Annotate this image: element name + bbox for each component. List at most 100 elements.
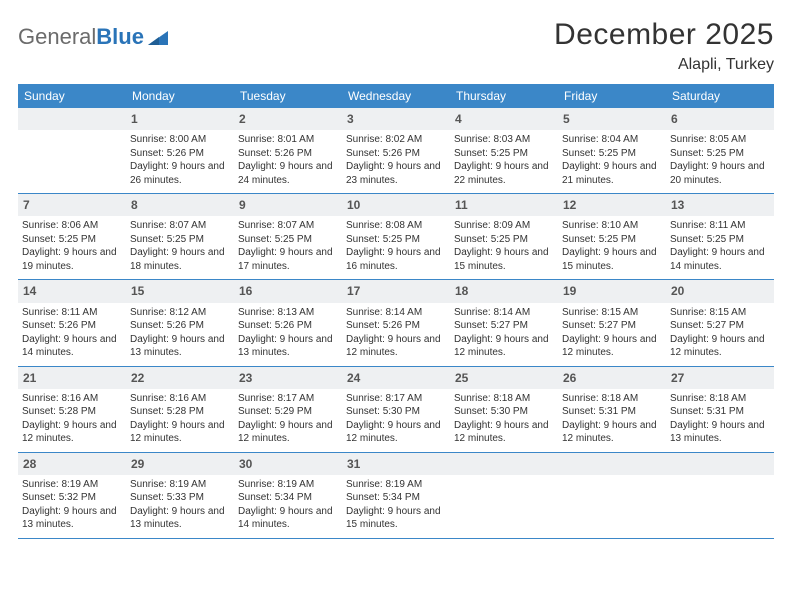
logo-text: GeneralBlue: [18, 24, 144, 50]
day-cell: 2Sunrise: 8:01 AMSunset: 5:26 PMDaylight…: [234, 108, 342, 193]
daylight-text: Daylight: 9 hours and 12 minutes.: [454, 333, 554, 360]
day-cell: 15Sunrise: 8:12 AMSunset: 5:26 PMDayligh…: [126, 280, 234, 365]
day-number: 11: [450, 194, 558, 216]
title-block: December 2025 Alapli, Turkey: [554, 18, 774, 74]
sunrise-text: Sunrise: 8:15 AM: [562, 306, 662, 320]
daylight-text: Daylight: 9 hours and 23 minutes.: [346, 160, 446, 187]
day-number: 31: [342, 453, 450, 475]
sunrise-text: Sunrise: 8:12 AM: [130, 306, 230, 320]
day-number: 23: [234, 367, 342, 389]
daylight-text: Daylight: 9 hours and 21 minutes.: [562, 160, 662, 187]
sunset-text: Sunset: 5:32 PM: [22, 491, 122, 505]
week-row: 14Sunrise: 8:11 AMSunset: 5:26 PMDayligh…: [18, 280, 774, 366]
day-number: 15: [126, 280, 234, 302]
daylight-text: Daylight: 9 hours and 16 minutes.: [346, 246, 446, 273]
daylight-text: Daylight: 9 hours and 15 minutes.: [346, 505, 446, 532]
sunrise-text: Sunrise: 8:18 AM: [562, 392, 662, 406]
logo-part1: General: [18, 24, 96, 49]
day-cell: 20Sunrise: 8:15 AMSunset: 5:27 PMDayligh…: [666, 280, 774, 365]
sunset-text: Sunset: 5:25 PM: [454, 233, 554, 247]
logo-part2: Blue: [96, 24, 144, 49]
sunrise-text: Sunrise: 8:17 AM: [238, 392, 338, 406]
daylight-text: Daylight: 9 hours and 12 minutes.: [22, 419, 122, 446]
day-number: [666, 453, 774, 475]
day-number: 6: [666, 108, 774, 130]
dow-cell: Friday: [558, 84, 666, 108]
sunset-text: Sunset: 5:25 PM: [238, 233, 338, 247]
day-cell: 29Sunrise: 8:19 AMSunset: 5:33 PMDayligh…: [126, 453, 234, 538]
day-cell: 6 Sunrise: 8:05 AMSunset: 5:25 PMDaylight…: [666, 108, 774, 193]
sunset-text: Sunset: 5:25 PM: [670, 233, 770, 247]
day-cell: 27Sunrise: 8:18 AMSunset: 5:31 PMDayligh…: [666, 367, 774, 452]
daylight-text: Daylight: 9 hours and 12 minutes.: [346, 333, 446, 360]
day-cell: 14Sunrise: 8:11 AMSunset: 5:26 PMDayligh…: [18, 280, 126, 365]
daylight-text: Daylight: 9 hours and 12 minutes.: [238, 419, 338, 446]
daylight-text: Daylight: 9 hours and 18 minutes.: [130, 246, 230, 273]
sunset-text: Sunset: 5:25 PM: [670, 147, 770, 161]
sunset-text: Sunset: 5:33 PM: [130, 491, 230, 505]
sunrise-text: Sunrise: 8:19 AM: [238, 478, 338, 492]
day-number: 21: [18, 367, 126, 389]
sunset-text: Sunset: 5:34 PM: [346, 491, 446, 505]
daylight-text: Daylight: 9 hours and 13 minutes.: [22, 505, 122, 532]
daylight-text: Daylight: 9 hours and 22 minutes.: [454, 160, 554, 187]
sunrise-text: Sunrise: 8:09 AM: [454, 219, 554, 233]
sunset-text: Sunset: 5:25 PM: [562, 233, 662, 247]
day-number: 10: [342, 194, 450, 216]
day-number: 29: [126, 453, 234, 475]
dow-cell: Wednesday: [342, 84, 450, 108]
sunrise-text: Sunrise: 8:10 AM: [562, 219, 662, 233]
sunrise-text: Sunrise: 8:01 AM: [238, 133, 338, 147]
day-number: 17: [342, 280, 450, 302]
day-cell: 11 Sunrise: 8:09 AMSunset: 5:25 PMDayligh…: [450, 194, 558, 279]
sunset-text: Sunset: 5:26 PM: [130, 147, 230, 161]
day-number: 20: [666, 280, 774, 302]
week-row: 1Sunrise: 8:00 AMSunset: 5:26 PMDaylight…: [18, 108, 774, 194]
day-cell: 26Sunrise: 8:18 AMSunset: 5:31 PMDayligh…: [558, 367, 666, 452]
daylight-text: Daylight: 9 hours and 26 minutes.: [130, 160, 230, 187]
day-cell: 22Sunrise: 8:16 AMSunset: 5:28 PMDayligh…: [126, 367, 234, 452]
sunrise-text: Sunrise: 8:03 AM: [454, 133, 554, 147]
day-number: 18: [450, 280, 558, 302]
day-cell: 25Sunrise: 8:18 AMSunset: 5:30 PMDayligh…: [450, 367, 558, 452]
dow-cell: Saturday: [666, 84, 774, 108]
day-number: 7: [18, 194, 126, 216]
sunrise-text: Sunrise: 8:18 AM: [670, 392, 770, 406]
sunset-text: Sunset: 5:30 PM: [454, 405, 554, 419]
day-cell: 1Sunrise: 8:00 AMSunset: 5:26 PMDaylight…: [126, 108, 234, 193]
daylight-text: Daylight: 9 hours and 15 minutes.: [562, 246, 662, 273]
sunset-text: Sunset: 5:28 PM: [22, 405, 122, 419]
sunrise-text: Sunrise: 8:05 AM: [670, 133, 770, 147]
sunrise-text: Sunrise: 8:19 AM: [130, 478, 230, 492]
location-label: Alapli, Turkey: [554, 56, 774, 74]
sunrise-text: Sunrise: 8:07 AM: [238, 219, 338, 233]
day-cell: 3Sunrise: 8:02 AMSunset: 5:26 PMDaylight…: [342, 108, 450, 193]
calendar: SundayMondayTuesdayWednesdayThursdayFrid…: [18, 84, 774, 539]
day-cell: 10Sunrise: 8:08 AMSunset: 5:25 PMDayligh…: [342, 194, 450, 279]
dow-cell: Tuesday: [234, 84, 342, 108]
sunrise-text: Sunrise: 8:16 AM: [22, 392, 122, 406]
daylight-text: Daylight: 9 hours and 13 minutes.: [130, 333, 230, 360]
day-number: 27: [666, 367, 774, 389]
sunset-text: Sunset: 5:26 PM: [238, 147, 338, 161]
daylight-text: Daylight: 9 hours and 20 minutes.: [670, 160, 770, 187]
day-cell: 17Sunrise: 8:14 AMSunset: 5:26 PMDayligh…: [342, 280, 450, 365]
daylight-text: Daylight: 9 hours and 14 minutes.: [670, 246, 770, 273]
daylight-text: Daylight: 9 hours and 12 minutes.: [670, 333, 770, 360]
sunset-text: Sunset: 5:27 PM: [454, 319, 554, 333]
sunset-text: Sunset: 5:26 PM: [346, 147, 446, 161]
sunset-text: Sunset: 5:28 PM: [130, 405, 230, 419]
sunset-text: Sunset: 5:31 PM: [562, 405, 662, 419]
day-cell: 16Sunrise: 8:13 AMSunset: 5:26 PMDayligh…: [234, 280, 342, 365]
sunset-text: Sunset: 5:26 PM: [238, 319, 338, 333]
day-cell: 21 Sunrise: 8:16 AMSunset: 5:28 PMDayligh…: [18, 367, 126, 452]
sunset-text: Sunset: 5:27 PM: [670, 319, 770, 333]
day-cell: 23Sunrise: 8:17 AMSunset: 5:29 PMDayligh…: [234, 367, 342, 452]
sunrise-text: Sunrise: 8:14 AM: [454, 306, 554, 320]
sunset-text: Sunset: 5:30 PM: [346, 405, 446, 419]
daylight-text: Daylight: 9 hours and 12 minutes.: [454, 419, 554, 446]
sunset-text: Sunset: 5:25 PM: [130, 233, 230, 247]
daylight-text: Daylight: 9 hours and 12 minutes.: [562, 333, 662, 360]
daylight-text: Daylight: 9 hours and 15 minutes.: [454, 246, 554, 273]
dow-cell: Sunday: [18, 84, 126, 108]
